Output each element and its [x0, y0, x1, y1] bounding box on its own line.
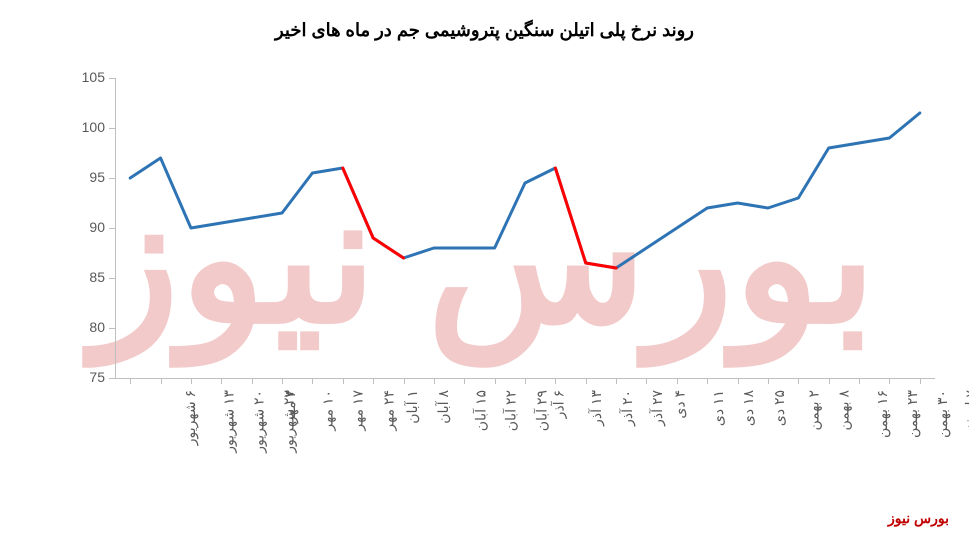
- x-tick-mark: [859, 378, 860, 384]
- x-tick-label: ۱۳ آذر: [588, 390, 605, 426]
- x-tick-label: ۱۵ آبان: [472, 390, 489, 431]
- x-tick-label: ۱۱ دی: [710, 390, 727, 426]
- x-tick-mark: [616, 378, 617, 384]
- x-tick-label: ۳ مهر: [282, 390, 299, 423]
- x-tick-mark: [646, 378, 647, 384]
- y-tick-mark: [109, 228, 115, 229]
- x-tick-label: ۲۰ شهریور: [251, 390, 268, 453]
- x-tick-mark: [586, 378, 587, 384]
- x-tick-mark: [555, 378, 556, 384]
- x-tick-label: ۲ بهمن: [805, 390, 822, 431]
- x-tick-label: ۱۶ بهمن: [874, 390, 891, 438]
- chart-lines: [115, 78, 935, 378]
- y-tick-mark: [109, 78, 115, 79]
- x-tick-mark: [464, 378, 465, 384]
- x-tick-label: ۱۰ مهر: [320, 390, 337, 431]
- x-tick-mark: [525, 378, 526, 384]
- series-main: [130, 113, 920, 268]
- x-tick-label: ۳۰ بهمن: [934, 390, 951, 438]
- series-highlight-1: [555, 168, 616, 268]
- x-tick-label: ۸ بهمن: [836, 390, 853, 431]
- y-tick-mark: [109, 328, 115, 329]
- x-tick-mark: [252, 378, 253, 384]
- x-tick-mark: [738, 378, 739, 384]
- y-tick-mark: [109, 178, 115, 179]
- x-tick-mark: [221, 378, 222, 384]
- x-tick-label: ۲۴ مهر: [380, 390, 397, 431]
- x-tick-label: ۱۷ مهر: [350, 390, 367, 431]
- x-tick-label: ۲۳ بهمن: [904, 390, 921, 438]
- x-tick-mark: [677, 378, 678, 384]
- x-tick-label: ۶ آذر: [550, 390, 567, 418]
- x-tick-label: ۷ اسفند: [963, 390, 969, 436]
- y-tick-label: 75: [75, 369, 105, 385]
- y-tick-label: 100: [75, 119, 105, 135]
- plot-area: [115, 78, 935, 378]
- x-tick-mark: [161, 378, 162, 384]
- x-tick-mark: [495, 378, 496, 384]
- x-tick-mark: [434, 378, 435, 384]
- y-tick-label: 105: [75, 69, 105, 85]
- chart-container: بورس نیوز روند نرخ پلی اتیلن سنگین پتروش…: [0, 0, 969, 539]
- x-tick-label: ۱۳ شهریور: [220, 390, 237, 453]
- x-tick-mark: [130, 378, 131, 384]
- series-highlight-0: [343, 168, 404, 258]
- x-tick-mark: [798, 378, 799, 384]
- x-tick-mark: [889, 378, 890, 384]
- x-tick-mark: [191, 378, 192, 384]
- x-tick-mark: [312, 378, 313, 384]
- y-tick-label: 95: [75, 169, 105, 185]
- x-tick-label: ۲۹ آبان: [533, 390, 550, 431]
- x-tick-label: ۸ آبان: [434, 390, 451, 424]
- footer-credit: بورس نیوز: [888, 510, 949, 527]
- x-tick-label: ۱۸ دی: [740, 390, 757, 426]
- x-tick-label: ۶ شهریور: [182, 390, 199, 445]
- x-tick-label: ۲۲ آبان: [503, 390, 520, 431]
- x-tick-label: ۲۷ آذر: [649, 390, 666, 426]
- x-tick-mark: [707, 378, 708, 384]
- y-tick-label: 85: [75, 269, 105, 285]
- x-tick-mark: [404, 378, 405, 384]
- x-tick-mark: [343, 378, 344, 384]
- y-tick-mark: [109, 128, 115, 129]
- x-tick-label: ۲۵ دی: [771, 390, 788, 426]
- y-tick-label: 80: [75, 319, 105, 335]
- x-tick-label: ۴ دی: [672, 390, 689, 419]
- x-tick-mark: [829, 378, 830, 384]
- x-tick-mark: [920, 378, 921, 384]
- y-tick-label: 90: [75, 219, 105, 235]
- chart-title: روند نرخ پلی اتیلن سنگین پتروشیمی جم در …: [0, 20, 969, 41]
- y-tick-mark: [109, 378, 115, 379]
- x-tick-label: ۱ آبان: [404, 390, 421, 424]
- x-tick-mark: [282, 378, 283, 384]
- y-tick-mark: [109, 278, 115, 279]
- x-tick-label: ۲۰ آذر: [619, 390, 636, 426]
- x-tick-mark: [768, 378, 769, 384]
- x-tick-mark: [373, 378, 374, 384]
